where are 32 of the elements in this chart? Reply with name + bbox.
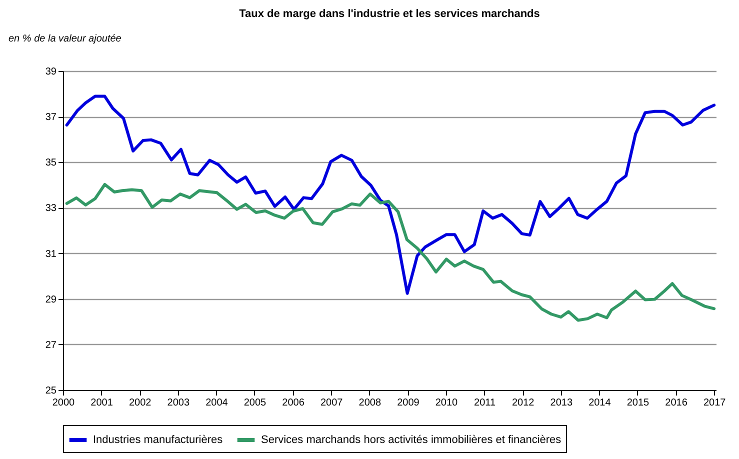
y-tick-label: 39 <box>45 66 57 78</box>
y-axis-title: en % de la valeur ajoutée <box>8 34 122 44</box>
x-tick-label: 2001 <box>90 398 114 408</box>
y-tick-label: 37 <box>45 112 57 124</box>
x-tick-label: 2008 <box>358 398 382 408</box>
x-tick-label: 2010 <box>435 398 458 408</box>
y-tick-label: 31 <box>45 248 57 260</box>
x-tick-label: 2011 <box>474 398 496 408</box>
legend-label: Industries manufacturières <box>93 434 224 446</box>
y-tick-label: 35 <box>45 158 57 169</box>
line-series <box>65 182 716 322</box>
x-tick-label: 2002 <box>128 398 152 408</box>
y-tick-label: 27 <box>45 340 57 351</box>
x-tick-label: 2003 <box>167 398 190 408</box>
x-tick-label: 2005 <box>244 398 267 408</box>
x-tick-label: 2014 <box>588 398 612 408</box>
x-tick-label: 2012 <box>512 398 535 408</box>
y-tick-label: 29 <box>45 294 57 306</box>
x-tick-label: 2009 <box>397 398 420 408</box>
line-series <box>65 94 716 295</box>
legend-label: Services marchands hors activités immobilières et financières <box>261 434 562 446</box>
x-tick-label: 2006 <box>282 398 305 408</box>
chart-title: Taux de marge dans l'industrie et les services marchands <box>239 8 540 20</box>
y-tick-label: 33 <box>45 203 57 214</box>
y-tick-label: 25 <box>45 386 57 396</box>
x-tick-label: 2000 <box>52 398 76 408</box>
x-tick-label: 2017 <box>703 398 726 408</box>
x-tick-label: 2015 <box>626 398 650 408</box>
x-tick-label: 2016 <box>665 398 688 408</box>
x-tick-label: 2007 <box>320 398 344 408</box>
x-tick-label: 2004 <box>206 398 228 408</box>
x-tick-label: 2013 <box>550 398 573 408</box>
